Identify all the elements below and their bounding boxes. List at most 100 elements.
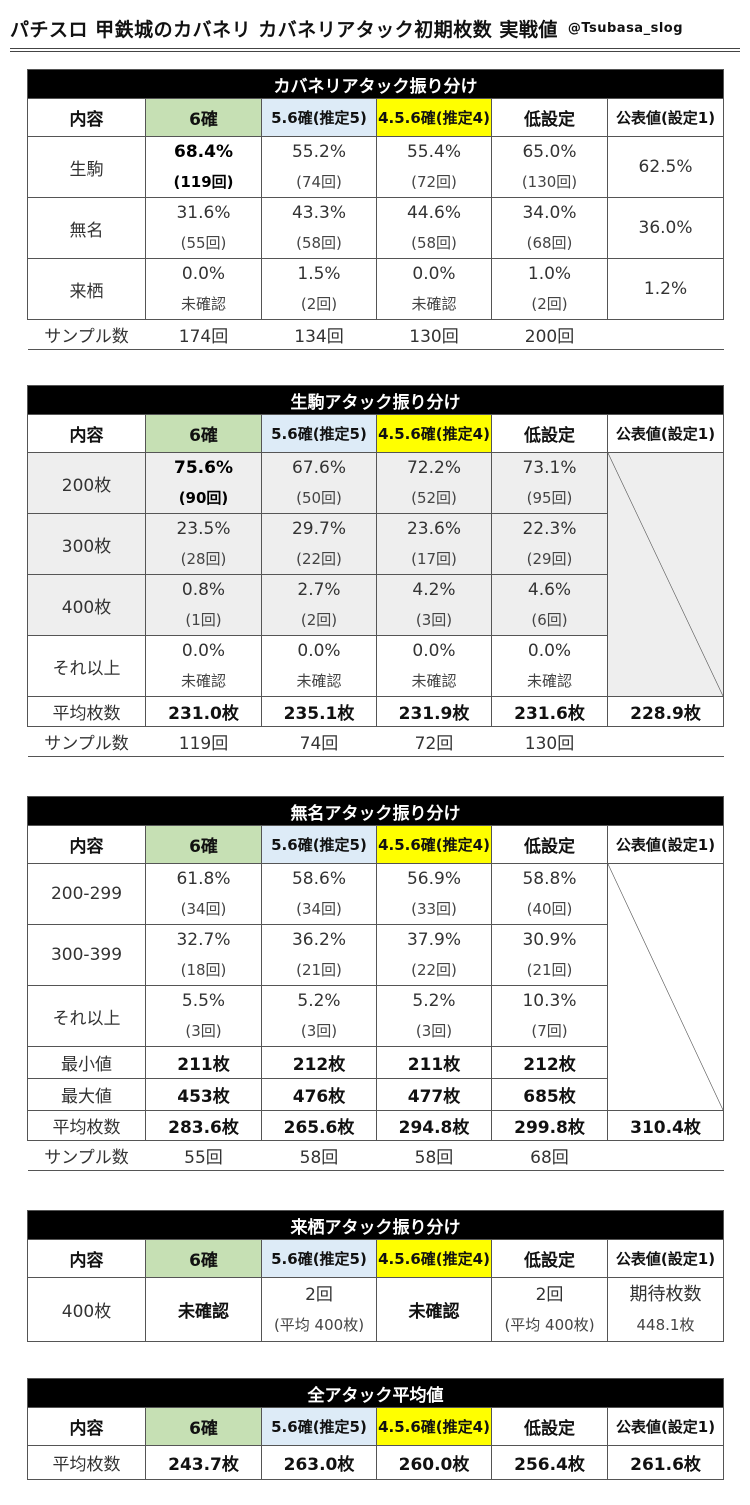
pct: 68.4% [174,142,233,162]
count: (17回) [411,550,457,568]
cell-official: 36.0% [606,197,725,259]
table-row: 生駒 68.4% (119回) 55.2% (74回) 55.4% (72回) 65.… [27,136,725,198]
cell-s456: 72.2% (52回) [376,452,492,514]
min-s6: 211枚 [145,1046,262,1079]
avg-s456: 231.9枚 [376,696,492,727]
avg-official: 261.6枚 [606,1445,725,1480]
table-row: 400枚 未確認 2回 (平均 400枚) 未確認 2回 (平均 400枚) 期待枚… [27,1277,724,1342]
header-setting56: 5.6確(推定5) [261,825,377,864]
count: (34回) [296,900,342,918]
pct: 0.8% [181,580,226,600]
count: (40回) [526,900,573,918]
sample-row: サンプル数 55回 58回 58回 68回 [27,1140,724,1171]
sample-low: 68回 [491,1140,608,1171]
count: (58回) [411,234,457,252]
cell-s6: 0.0% 未確認 [145,258,262,320]
cell-s6: 未確認 [145,1277,262,1342]
pct: 37.9% [406,930,461,950]
pct: 5.5% [181,991,226,1011]
cell-s6: 31.6% (55回) [145,197,262,259]
sample-s456: 58回 [376,1140,492,1171]
section-title: 生駒アタック振り分け [27,385,724,415]
ikoma-attack-table: 生駒アタック振り分け 内容 6確 5.6確(推定5) 4.5.6確(推定4) 低… [27,385,724,757]
pct: 4.6% [527,580,572,600]
row-label: 生駒 [27,136,146,198]
cell-s6: 5.5% (3回) [145,985,262,1047]
row-label: サンプル数 [27,319,146,350]
pct: 0.0% [181,641,226,661]
row-label: 300-399 [27,924,146,986]
header-setting56: 5.6確(推定5) [261,414,377,453]
cell-s56: 5.2% (3回) [261,985,377,1047]
cell-low: 1.0% (2回) [491,258,608,320]
count: 未確認 [411,672,457,690]
row-label: 最小値 [27,1046,146,1079]
count: (72回) [411,173,457,191]
row-label: 400枚 [27,574,146,636]
cell-s456: 44.6% (58回) [376,197,492,259]
row-label: それ以上 [27,635,146,697]
min-row: 最小値 211枚 212枚 211枚 212枚 [27,1046,724,1079]
section-title: 来栖アタック振り分け [27,1210,724,1240]
pct: 72.2% [406,458,461,478]
pct: 29.7% [291,519,346,539]
pct: 1.0% [527,264,572,284]
pct: 58.6% [291,869,346,889]
cell-s56: 58.6% (34回) [261,863,377,925]
row-label: 無名 [27,197,146,259]
cell-low: 65.0% (130回) [491,136,608,198]
row-label: 平均枚数 [27,1110,146,1141]
section-title: 無名アタック振り分け [27,796,724,826]
header-official: 公表値(設定1) [606,1407,725,1446]
count: (68回) [526,234,573,252]
avg-official: 228.9枚 [607,696,724,727]
cell-s456: 0.0% 未確認 [376,258,492,320]
header-content: 内容 [27,1239,146,1278]
sample-s56: 58回 [261,1140,377,1171]
pct: 65.0% [522,142,577,162]
cell-low: 4.6% (6回) [491,574,608,636]
count: (1回) [185,611,222,629]
cell-s6: 0.8% (1回) [145,574,262,636]
cell-s56: 67.6% (50回) [261,452,377,514]
count: (2回) [531,295,568,313]
sample-low: 130回 [491,726,608,757]
count: (90回) [178,489,229,507]
header-official: 公表値(設定1) [607,825,724,864]
count: 未確認 [526,672,572,690]
count: 未確認 [411,295,457,313]
pct: 32.7% [176,930,231,950]
cell-s456: 23.6% (17回) [376,513,492,575]
cell-low: 22.3% (29回) [491,513,608,575]
cell-s56: 2.7% (2回) [261,574,377,636]
header-setting6: 6確 [145,1239,262,1278]
row-label: 300枚 [27,513,146,575]
cell-s56: 43.3% (58回) [261,197,377,259]
header-setting456: 4.5.6確(推定4) [376,414,492,453]
sample-s56: 134回 [261,319,377,350]
title-divider [10,48,740,52]
header-official: 公表値(設定1) [607,1239,724,1278]
cell-official: 1.2% [606,258,725,320]
count: (6回) [531,611,568,629]
count: (3回) [415,1022,453,1040]
pct: 67.6% [291,458,346,478]
pct: 30.9% [522,930,577,950]
header-content: 内容 [27,825,146,864]
all-attack-average-table: 全アタック平均値 内容 6確 5.6確(推定5) 4.5.6確(推定4) 低設定… [26,1378,725,1480]
pct: 0.0% [181,264,226,284]
table-row: 無名 31.6% (55回) 43.3% (58回) 44.6% (58回) 34.0… [27,197,725,259]
max-row: 最大値 453枚 476枚 477枚 685枚 [27,1078,724,1111]
pct: 73.1% [522,458,577,478]
count: (3回) [185,1022,222,1040]
cell-s456: 4.2% (3回) [376,574,492,636]
table-row: 200枚 75.6% (90回) 67.6% (50回) 72.2% (52回) 73… [27,452,724,697]
cell-s56: 36.2% (21回) [261,924,377,986]
header-low: 低設定 [491,98,608,137]
cell-official: 62.5% [606,136,725,198]
header-setting456: 4.5.6確(推定4) [376,1407,492,1446]
row-label: 400枚 [27,1277,146,1342]
avg-s6: 283.6枚 [145,1110,262,1141]
avg-low: 231.6枚 [491,696,608,727]
pct: 0.0% [412,641,456,661]
